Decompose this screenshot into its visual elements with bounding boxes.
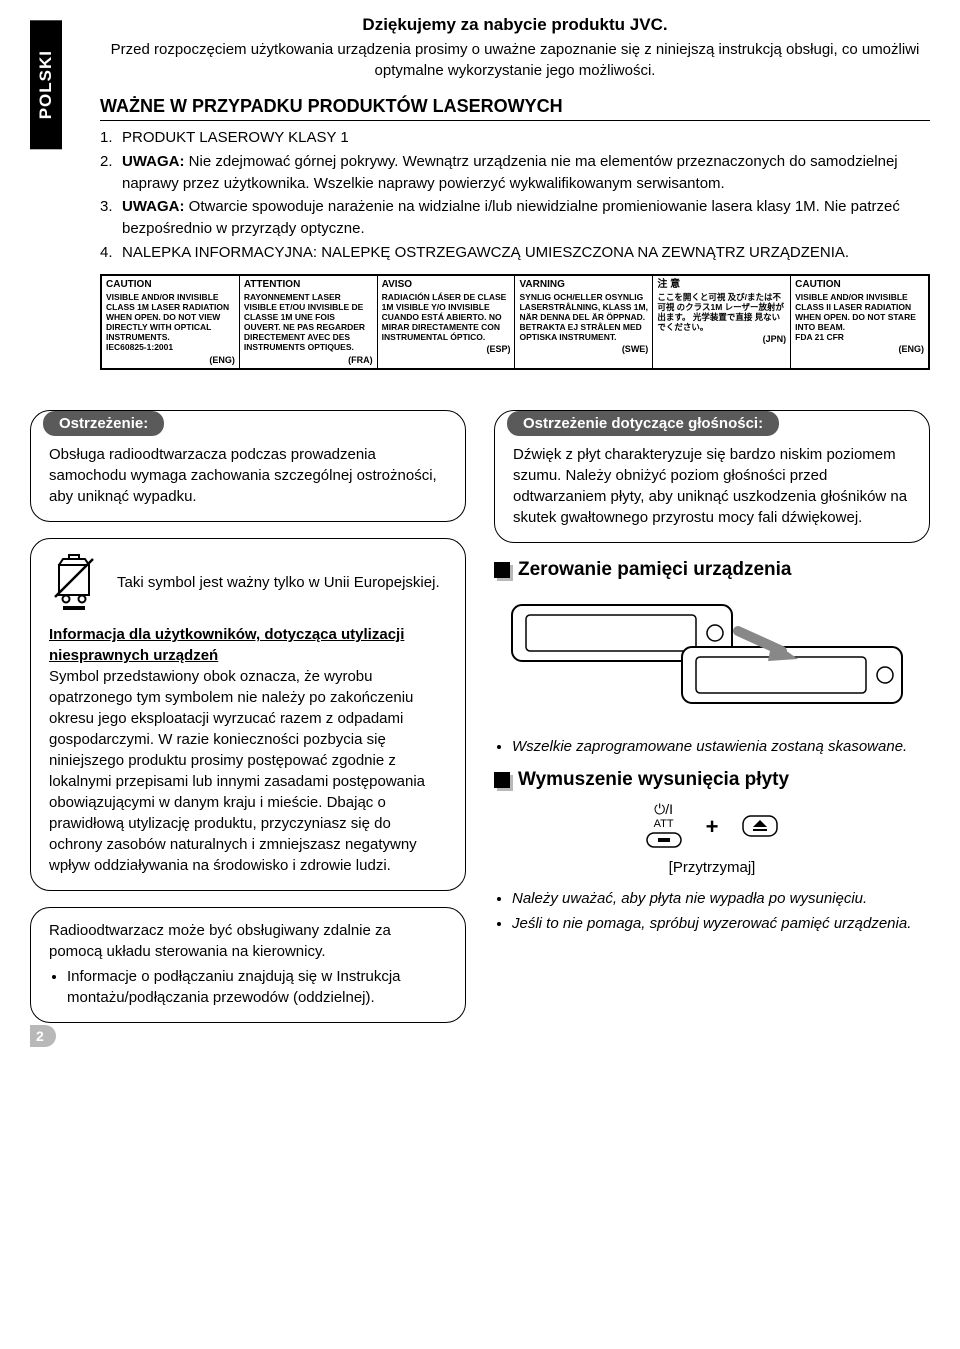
remote-text: Radioodtwarzacz może być obsługiwany zda… — [49, 920, 447, 962]
weee-box: Taki symbol jest ważny tylko w Unii Euro… — [30, 538, 466, 891]
caution-label-table: CAUTIONVISIBLE AND/OR INVISIBLE CLASS 1M… — [100, 274, 930, 371]
reset-note: Wszelkie zaprogramowane ustawienia zosta… — [512, 736, 930, 757]
item-text: PRODUKT LASEROWY KLASY 1 — [122, 127, 349, 149]
power-att-button: ⏻/I ATT — [644, 801, 684, 853]
label-col: CAUTIONVISIBLE AND/OR INVISIBLE CLASS II… — [791, 276, 928, 369]
warning-body: Obsługa radioodtwarzacza podczas prowadz… — [49, 444, 447, 507]
remote-box: Radioodtwarzacz może być obsługiwany zda… — [30, 907, 466, 1023]
reset-illustration — [494, 591, 930, 724]
label-col: AVISORADIACIÓN LÁSER DE CLASE 1M VISIBLE… — [378, 276, 516, 369]
laser-list: 1.PRODUKT LASEROWY KLASY 1 2.UWAGA: Nie … — [100, 127, 930, 264]
square-icon — [494, 772, 510, 788]
left-column: Ostrzeżenie: Obsługa radioodtwarzacza po… — [30, 410, 466, 1039]
reset-note-list: Wszelkie zaprogramowane ustawienia zosta… — [494, 736, 930, 757]
weee-title: Informacja dla użytkowników, dotycząca u… — [49, 624, 447, 666]
remote-sub: Informacje o podłączaniu znajdują się w … — [67, 966, 447, 1008]
plus-icon: + — [706, 814, 719, 840]
eject-note: Jeśli to nie pomaga, spróbuj wyzerować p… — [512, 913, 930, 934]
label-col: CAUTIONVISIBLE AND/OR INVISIBLE CLASS 1M… — [102, 276, 240, 369]
square-icon — [494, 562, 510, 578]
num: 3. — [100, 196, 122, 240]
volume-warning-body: Dźwięk z płyt charakteryzuje się bardzo … — [513, 444, 911, 528]
volume-warning-box: Ostrzeżenie dotyczące głośności: Dźwięk … — [494, 410, 930, 543]
eject-notes: Należy uważać, aby płyta nie wypadła po … — [494, 888, 930, 934]
eject-note: Należy uważać, aby płyta nie wypadła po … — [512, 888, 930, 909]
label-col: ATTENTIONRAYONNEMENT LASER VISIBLE ET/OU… — [240, 276, 378, 369]
eject-buttons: ⏻/I ATT + — [494, 801, 930, 853]
item-text: UWAGA: Otwarcie spowoduje narażenie na w… — [122, 196, 930, 240]
item-text: UWAGA: Nie zdejmować górnej pokrywy. Wew… — [122, 151, 930, 195]
item-text: NALEPKA INFORMACYJNA: NALEPKĘ OSTRZEGAWC… — [122, 242, 849, 264]
label-col: VARNINGSYNLIG OCH/ELLER OSYNLIG LASERSTR… — [515, 276, 653, 369]
laser-heading: WAŻNE W PRZYPADKU PRODUKTÓW LASEROWYCH — [100, 96, 930, 121]
page-number: 2 — [30, 1025, 56, 1047]
weee-icon — [49, 551, 99, 614]
weee-caption: Taki symbol jest ważny tylko w Unii Euro… — [117, 572, 440, 593]
reset-heading: Zerowanie pamięci urządzenia — [494, 559, 930, 581]
volume-warning-title: Ostrzeżenie dotyczące głośności: — [507, 411, 779, 436]
warning-title: Ostrzeżenie: — [43, 411, 164, 436]
right-column: Ostrzeżenie dotyczące głośności: Dźwięk … — [494, 410, 930, 1039]
num: 4. — [100, 242, 122, 264]
hold-label: [Przytrzymaj] — [494, 859, 930, 876]
eject-button — [740, 813, 780, 842]
warning-box: Ostrzeżenie: Obsługa radioodtwarzacza po… — [30, 410, 466, 522]
weee-body: Symbol przedstawiony obok oznacza, że wy… — [49, 668, 425, 874]
top-block: Dziękujemy za nabycie produktu JVC. Prze… — [30, 15, 930, 370]
eject-heading: Wymuszenie wysunięcia płyty — [494, 769, 930, 791]
label-col: 注 意ここを開くと可視 及び/または不可視 のクラス1M レーザー放射が 出ます… — [653, 276, 791, 369]
intro-text: Przed rozpoczęciem użytkowania urządzeni… — [100, 39, 930, 81]
intro-title: Dziękujemy za nabycie produktu JVC. — [100, 15, 930, 35]
language-tab: POLSKI — [30, 20, 62, 149]
num: 2. — [100, 151, 122, 195]
num: 1. — [100, 127, 122, 149]
